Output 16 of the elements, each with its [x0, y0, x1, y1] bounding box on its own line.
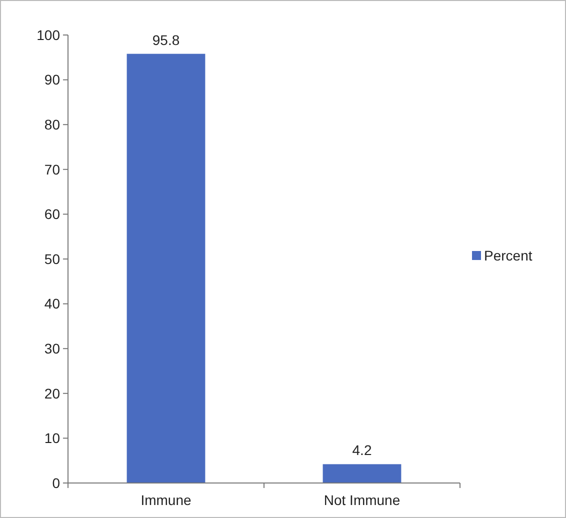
y-tick-label: 20	[44, 385, 60, 402]
y-tick-label: 10	[44, 430, 60, 446]
y-tick-label: 0	[52, 474, 60, 491]
y-tick-label: 70	[44, 161, 60, 178]
data-label: 95.8	[152, 32, 180, 48]
y-tick-label: 40	[44, 296, 60, 312]
y-tick-label: 50	[44, 250, 60, 267]
y-tick-label: 60	[44, 206, 60, 222]
y-tick-label: 90	[44, 72, 60, 88]
x-tick-label: Not Immune	[324, 492, 400, 508]
y-tick-label: 80	[44, 116, 60, 132]
x-tick-label: Immune	[140, 492, 192, 508]
y-tick-label: 30	[44, 340, 60, 356]
data-label: 4.2	[352, 442, 372, 458]
legend-label: Percent	[484, 247, 532, 264]
y-tick-label: 100	[36, 26, 60, 43]
